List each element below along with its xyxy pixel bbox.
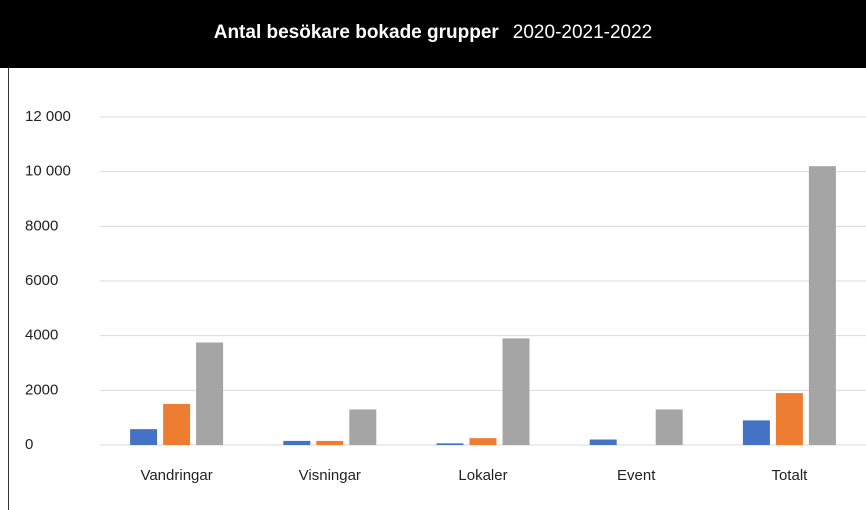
y-tick-label: 6000 xyxy=(25,272,58,289)
bar xyxy=(436,443,464,445)
x-tick-label: Totalt xyxy=(771,467,808,484)
bar xyxy=(775,393,803,445)
bar xyxy=(349,409,377,445)
x-tick-label: Visningar xyxy=(299,467,361,484)
x-tick-label: Vandringar xyxy=(140,467,212,484)
bar xyxy=(742,420,770,445)
y-tick-label: 8000 xyxy=(25,217,58,234)
x-tick-label: Event xyxy=(617,467,656,484)
bar xyxy=(283,440,311,445)
bar xyxy=(502,338,530,445)
y-tick-label: 0 xyxy=(25,436,33,453)
chart-title: Antal besökare bokade grupper xyxy=(214,22,500,43)
chart-subtitle: 2020-2021-2022 xyxy=(513,22,652,43)
bar xyxy=(163,404,191,445)
title-bar xyxy=(0,0,866,68)
bar xyxy=(589,439,617,445)
bar xyxy=(316,440,344,445)
x-tick-label: Lokaler xyxy=(458,467,507,484)
bar xyxy=(469,438,497,445)
y-tick-label: 12 000 xyxy=(25,108,71,125)
bar xyxy=(196,342,224,445)
chart-title-group: Antal besökare bokade grupper 2020-2021-2… xyxy=(214,22,653,43)
bar xyxy=(655,409,683,445)
y-tick-label: 10 000 xyxy=(25,163,71,180)
y-tick-label: 4000 xyxy=(25,327,58,344)
y-tick-label: 2000 xyxy=(25,381,58,398)
bar xyxy=(130,429,158,445)
bar xyxy=(808,166,836,445)
